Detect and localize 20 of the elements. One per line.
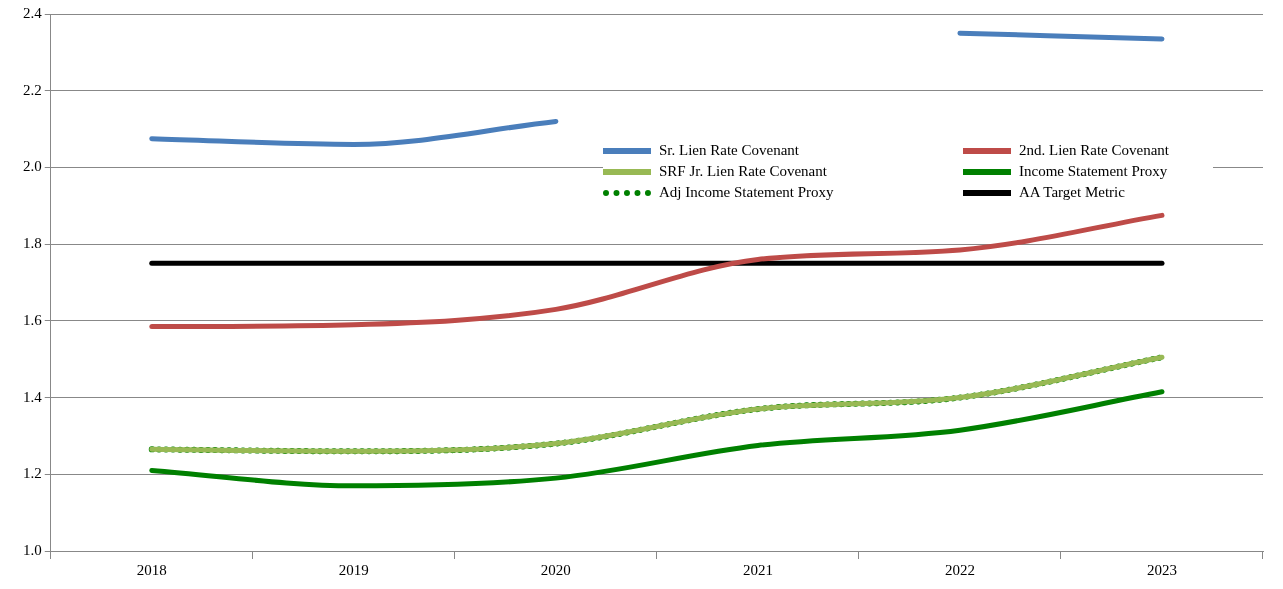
- y-tick-label: 1.2: [23, 465, 42, 482]
- legend-label: 2nd. Lien Rate Covenant: [1019, 142, 1169, 159]
- y-tick-label: 1.8: [23, 235, 42, 252]
- legend-label: AA Target Metric: [1019, 184, 1125, 201]
- x-tick-label: 2020: [540, 561, 571, 578]
- legend-label: Income Statement Proxy: [1019, 163, 1168, 180]
- x-tick-label: 2023: [1146, 561, 1177, 578]
- x-tick-label: 2021: [742, 561, 773, 578]
- legend-label: Adj Income Statement Proxy: [659, 184, 834, 201]
- y-tick-label: 1.4: [23, 388, 43, 405]
- y-tick-label: 1.0: [23, 541, 42, 558]
- y-tick-label: 2.4: [23, 4, 43, 21]
- y-tick-label: 2.0: [23, 158, 42, 175]
- legend-label: Sr. Lien Rate Covenant: [659, 142, 799, 159]
- y-tick-label: 2.2: [23, 81, 42, 98]
- x-tick-label: 2018: [136, 561, 167, 578]
- y-tick-label: 1.6: [23, 311, 43, 328]
- legend-label: SRF Jr. Lien Rate Covenant: [659, 163, 827, 180]
- x-tick-label: 2022: [944, 561, 975, 578]
- x-tick-label: 2019: [338, 561, 369, 578]
